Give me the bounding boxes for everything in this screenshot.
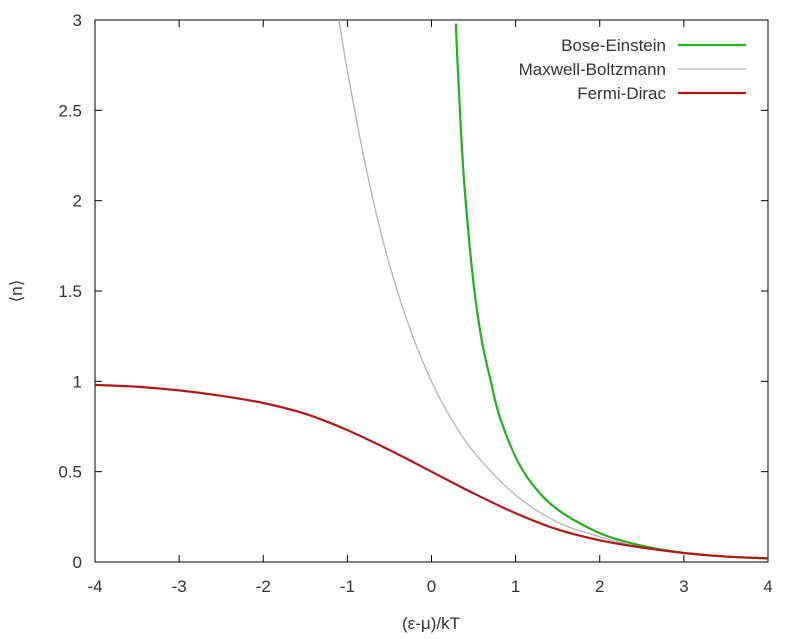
legend-label-fermi-dirac: Fermi-Dirac [577, 84, 666, 103]
y-tick-labels: 0 0.5 1 1.5 2 2.5 3 [58, 11, 82, 572]
x-tick-label: 2 [595, 577, 604, 596]
curves [94, 19, 769, 560]
x-tick-label: -3 [172, 577, 187, 596]
y-axis-label: ⟨n⟩ [7, 280, 26, 303]
y-tick-label: 1.5 [58, 282, 82, 301]
x-axis-label: (ε-μ)/kT [402, 614, 460, 633]
x-tick-label: -2 [256, 577, 271, 596]
x-tick-label: 4 [763, 577, 772, 596]
legend-label-maxwell-boltzmann: Maxwell-Boltzmann [519, 60, 666, 79]
tick-marks [94, 19, 769, 563]
legend-label-bose-einstein: Bose-Einstein [561, 36, 666, 55]
series-line-fermi-dirac [94, 383, 769, 560]
y-tick-label: 3 [73, 11, 82, 30]
x-tick-label: -4 [87, 577, 102, 596]
x-tick-label: 1 [511, 577, 520, 596]
y-tick-label: 1 [73, 372, 82, 391]
x-tick-label: 0 [427, 577, 436, 596]
y-tick-label: 2 [73, 192, 82, 211]
legend: Bose-Einstein Maxwell-Boltzmann Fermi-Dira… [519, 36, 746, 103]
y-tick-label: 0 [73, 553, 82, 572]
series-line-maxwell-boltzmann [338, 19, 769, 560]
y-tick-label: 2.5 [58, 101, 82, 120]
x-tick-label: 3 [679, 577, 688, 596]
x-tick-labels: -4 -3 -2 -1 0 1 2 3 4 [87, 577, 772, 596]
y-tick-label: 0.5 [58, 463, 82, 482]
x-tick-label: -1 [340, 577, 355, 596]
plot-frame [94, 19, 769, 563]
series-line-bose-einstein [454, 23, 769, 560]
